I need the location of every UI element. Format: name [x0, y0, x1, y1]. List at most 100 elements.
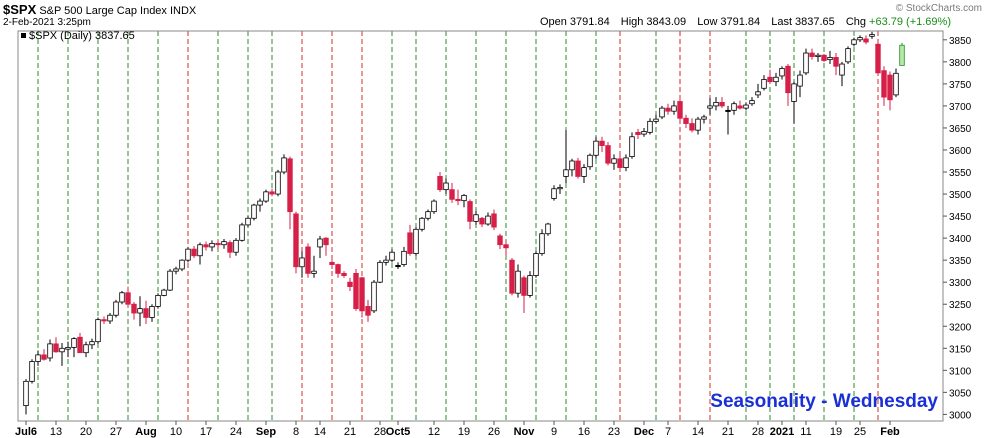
candle [437, 172, 443, 192]
candle-body [827, 57, 833, 61]
candle [677, 99, 683, 124]
legend-label: $SPX (Daily) 3837.65 [29, 30, 135, 42]
candle-body [125, 292, 131, 305]
candle-body [593, 140, 599, 156]
candle [701, 114, 707, 124]
candle [407, 224, 413, 256]
candle-body [359, 277, 365, 312]
candle-body [35, 354, 41, 362]
last-value: 3837.65 [795, 16, 835, 28]
candle [863, 35, 869, 45]
x-axis: Jul6 13 20 27 Aug 10 17 24 Sep 8 14 21 28 Oct5 12 19 26 N… [15, 421, 900, 438]
candle [155, 293, 161, 309]
candle [665, 103, 671, 115]
candle-body [59, 347, 65, 353]
high-label: High [620, 16, 644, 28]
x-tick-label: Oct5 [386, 426, 410, 438]
legend-swatch [21, 33, 26, 38]
candle [479, 216, 485, 228]
candle-body [71, 338, 77, 348]
candle [695, 116, 701, 135]
candle [317, 235, 323, 258]
candle [743, 102, 749, 111]
candle [575, 157, 581, 179]
candle-body [275, 171, 281, 195]
candle-body [677, 101, 683, 119]
candle [587, 153, 593, 170]
candle [611, 154, 617, 170]
candle [845, 46, 851, 65]
candle [197, 242, 203, 265]
candle [251, 203, 257, 221]
change-label: Chg [845, 16, 867, 28]
candle [185, 246, 191, 263]
candle-body [395, 265, 401, 268]
candle [557, 184, 563, 195]
candle [497, 233, 503, 250]
candles [23, 31, 905, 415]
y-tick-label: 3550 [949, 168, 972, 179]
candle-body [749, 100, 755, 105]
candle-body [23, 380, 29, 406]
candle [287, 156, 293, 230]
candle-body [599, 140, 605, 146]
candle [533, 251, 539, 278]
x-tick-label: 28 [374, 426, 386, 438]
candle [599, 136, 605, 153]
candle-body [497, 235, 503, 246]
candle [749, 97, 755, 106]
candle [593, 136, 599, 159]
candle [881, 66, 887, 106]
candle-body [791, 83, 797, 102]
chart-title: Seasonality - Wednesday [710, 391, 938, 412]
candle-body [533, 253, 539, 276]
candle-body [581, 167, 587, 177]
candle-body [383, 259, 389, 263]
candle-body [725, 109, 731, 112]
candle-body [215, 243, 221, 246]
y-tick-label: 3050 [949, 388, 972, 399]
candle-body [545, 223, 551, 235]
candle [359, 276, 365, 318]
candle-body [413, 228, 419, 254]
candle-body [515, 270, 521, 294]
candle-body [281, 157, 287, 173]
candle [461, 194, 467, 208]
candle-body [569, 160, 575, 171]
candle [569, 158, 575, 177]
candle [509, 257, 515, 296]
candle-body [761, 79, 767, 89]
candle [671, 100, 677, 115]
candle [77, 332, 83, 354]
candle-body [605, 145, 611, 164]
change-value: +63.79 (+1.69%) [869, 16, 951, 28]
candle [545, 222, 551, 236]
candle [443, 178, 449, 195]
candle-body [65, 347, 71, 350]
low-label: Low [697, 16, 718, 28]
candle [83, 341, 89, 358]
candle-body [719, 101, 725, 107]
candle [305, 243, 311, 278]
candle-body [407, 232, 413, 254]
candle [215, 240, 221, 250]
candle [851, 37, 857, 47]
candle-body [257, 200, 263, 206]
candle [47, 339, 53, 362]
candle [59, 343, 65, 366]
x-tick-label: Jul6 [15, 426, 37, 438]
x-tick-label: 24 [230, 426, 242, 438]
y-tick-label: 3650 [949, 124, 972, 135]
candle [257, 198, 263, 212]
candle-body [503, 244, 509, 249]
candle [365, 299, 371, 322]
candle [95, 317, 101, 344]
candle-body [857, 37, 863, 41]
candle-body [107, 314, 113, 322]
wednesday-lines [37, 31, 879, 421]
x-tick-label: 19 [830, 426, 842, 438]
candle [209, 240, 215, 252]
candle-body [869, 34, 875, 37]
candle [389, 249, 395, 263]
